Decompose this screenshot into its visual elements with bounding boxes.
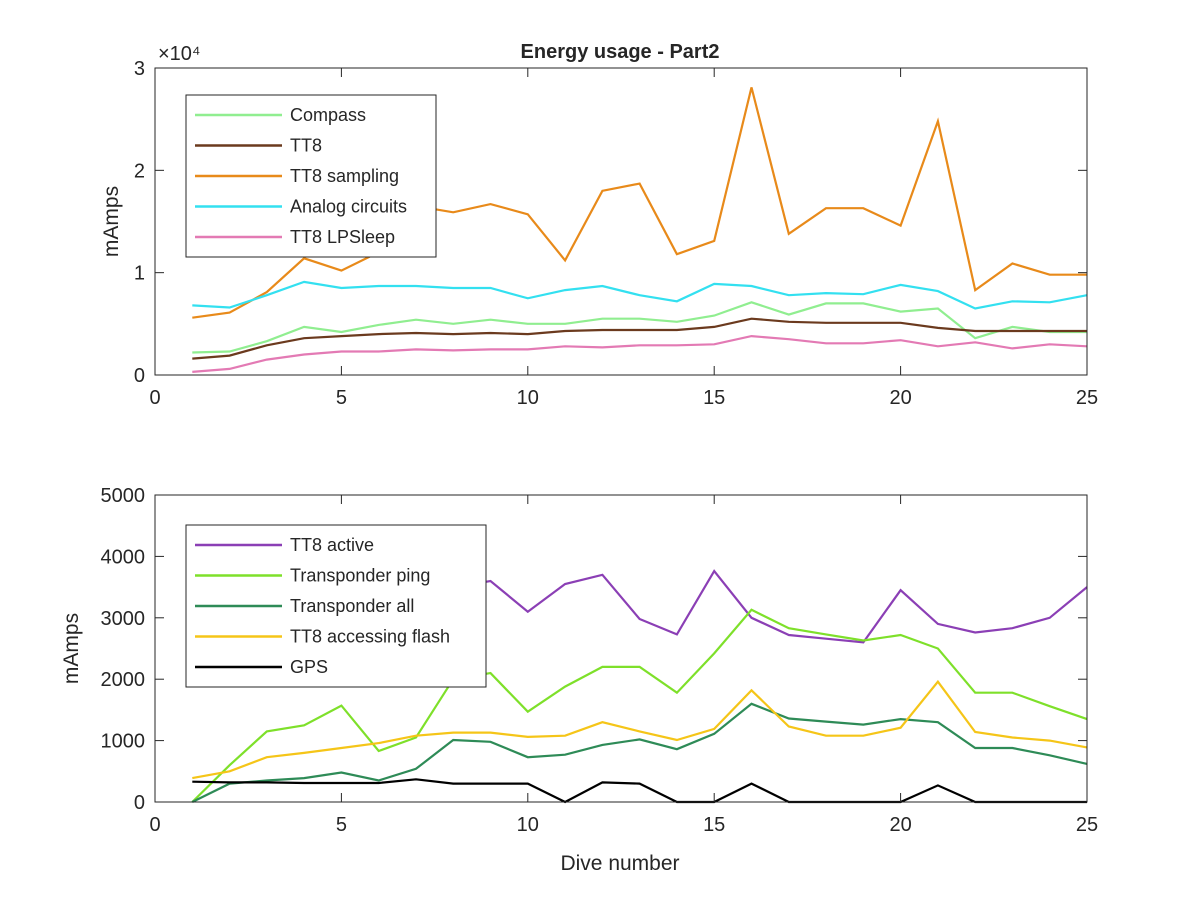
- bottom-plot-axes-box: [154, 494, 1088, 803]
- series-line-tt8-accessing-flash: [192, 679, 1088, 780]
- legend-label-analog-circuits: Analog circuits: [290, 197, 407, 217]
- bottom-y-tick-label: 3000: [101, 608, 146, 630]
- legend-label-gps: GPS: [290, 657, 328, 677]
- bottom-y-tick-label: 1000: [101, 731, 146, 753]
- bottom-plot-x-axis-label: Dive number: [560, 852, 679, 875]
- bottom-x-tick-label: 15: [703, 814, 725, 836]
- series-line-compass: [192, 301, 1087, 354]
- bottom-plot-y-ticks: 0 1000 2000 3000 4000 5000: [101, 485, 1087, 814]
- top-plot: Energy usage - Part2 ×10⁴ mAmps 0 5 10 15 20…: [100, 41, 1098, 409]
- top-plot-exponent-label: ×10⁴: [158, 43, 201, 65]
- top-plot-title: Energy usage - Part2: [521, 41, 720, 63]
- top-plot-y-axis-label: mAmps: [100, 186, 123, 257]
- top-plot-series-lines: [192, 87, 1088, 373]
- bottom-plot-x-ticks: 0 5 10 15 20 25: [149, 495, 1098, 836]
- bottom-x-tick-label: 10: [517, 814, 539, 836]
- top-plot-legend: Compass TT8 TT8 sampling Analog circuits TT8…: [185, 94, 437, 258]
- top-y-tick-label: 2: [134, 160, 145, 182]
- bottom-x-tick-label: 5: [336, 814, 347, 836]
- top-x-tick-label: 20: [889, 387, 911, 409]
- top-x-tick-label: 5: [336, 387, 347, 409]
- legend-label-transponder-all: Transponder all: [290, 596, 414, 616]
- bottom-x-tick-label: 0: [149, 814, 160, 836]
- bottom-y-tick-label: 2000: [101, 669, 146, 691]
- top-x-tick-label: 10: [517, 387, 539, 409]
- series-line-transponder-all: [191, 702, 1088, 803]
- top-x-tick-label: 0: [149, 387, 160, 409]
- legend-label-tt8-accessing-flash: TT8 accessing flash: [290, 627, 450, 647]
- top-y-tick-label: 0: [134, 365, 145, 387]
- top-plot-axes-box: [154, 67, 1088, 376]
- top-y-tick-label: 3: [134, 58, 145, 80]
- legend-label-tt8-lpsleep: TT8 LPSleep: [290, 227, 395, 247]
- series-line-analog-circuits: [192, 280, 1088, 310]
- legend-label-tt8-sampling: TT8 sampling: [290, 166, 399, 186]
- top-y-tick-label: 1: [134, 263, 145, 285]
- bottom-plot-legend: TT8 active Transponder ping Transponder al…: [185, 524, 487, 688]
- bottom-x-tick-label: 20: [889, 814, 911, 836]
- legend-label-tt8: TT8: [290, 136, 322, 156]
- series-line-gps: [192, 778, 1087, 804]
- series-line-transponder-ping: [191, 608, 1088, 803]
- top-plot-y-ticks: 0 1 2 3: [134, 58, 1087, 387]
- bottom-y-tick-label: 4000: [101, 546, 146, 568]
- bottom-y-tick-label: 5000: [101, 485, 146, 507]
- legend-label-tt8-active: TT8 active: [290, 535, 374, 555]
- bottom-plot-y-axis-label: mAmps: [60, 613, 83, 684]
- bottom-plot: Dive number mAmps 0 5 10 15 20 25 0 1000 2000 30…: [60, 485, 1098, 875]
- series-line-tt8-lpsleep: [192, 334, 1088, 373]
- top-x-tick-label: 15: [703, 387, 725, 409]
- top-plot-x-ticks: 0 5 10 15 20 25: [149, 68, 1098, 409]
- series-line-tt8-sampling: [192, 87, 1087, 319]
- series-line-tt8: [192, 317, 1087, 360]
- bottom-x-tick-label: 25: [1076, 814, 1098, 836]
- bottom-y-tick-label: 0: [134, 792, 145, 814]
- legend-label-compass: Compass: [290, 105, 366, 125]
- top-x-tick-label: 25: [1076, 387, 1098, 409]
- legend-label-transponder-ping: Transponder ping: [290, 566, 430, 586]
